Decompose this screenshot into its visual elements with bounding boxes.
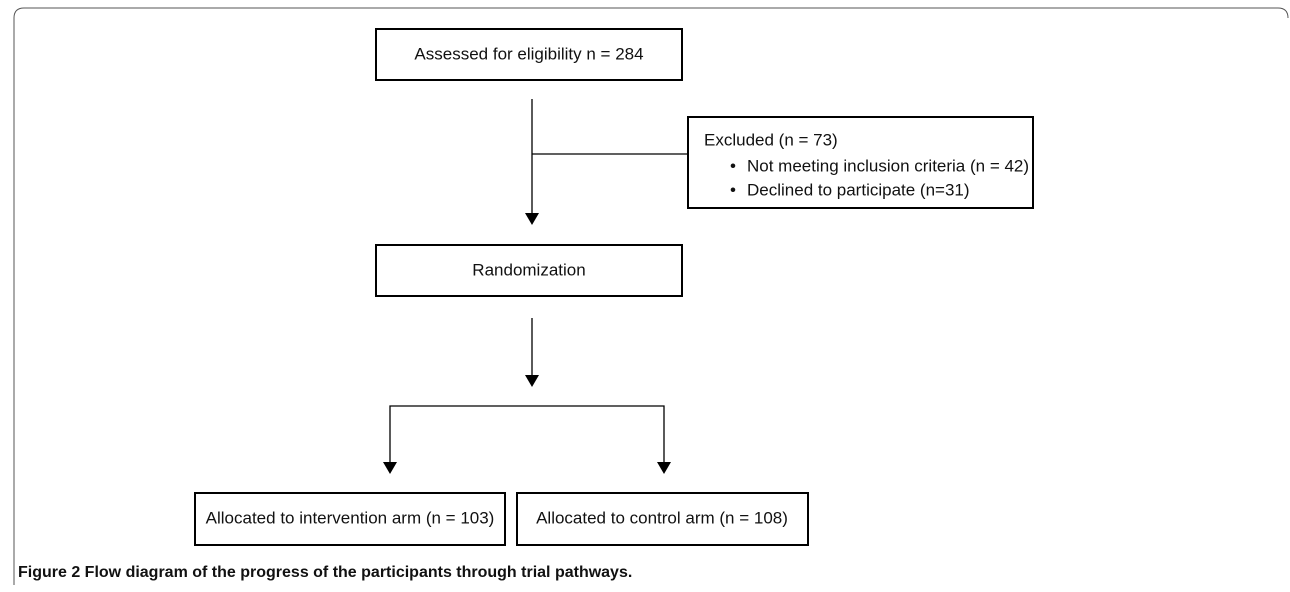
node-box — [194, 492, 506, 546]
node-item: Not meeting inclusion criteria (n = 42) — [747, 156, 1029, 175]
arrowhead — [525, 213, 539, 225]
frame — [13, 7, 1289, 585]
node-label: Allocated to control arm (n = 108) — [536, 508, 788, 527]
node-label: Excluded (n = 73) — [704, 130, 838, 149]
bullet: • — [730, 180, 736, 199]
node-label: Assessed for eligibility n = 284 — [414, 44, 643, 63]
arrowhead — [525, 375, 539, 387]
node-box — [516, 492, 809, 546]
node-box — [375, 28, 683, 81]
connector — [389, 405, 665, 462]
node-item: Declined to participate (n=31) — [747, 180, 970, 199]
caption: Figure 2 Flow diagram of the progress of… — [18, 564, 632, 581]
bullet: • — [730, 156, 736, 175]
node-label: Randomization — [472, 260, 585, 279]
node-label: Allocated to intervention arm (n = 103) — [206, 508, 495, 527]
node-box — [375, 244, 683, 297]
arrowhead — [657, 462, 671, 474]
node-box — [687, 116, 1034, 209]
arrowhead — [383, 462, 397, 474]
